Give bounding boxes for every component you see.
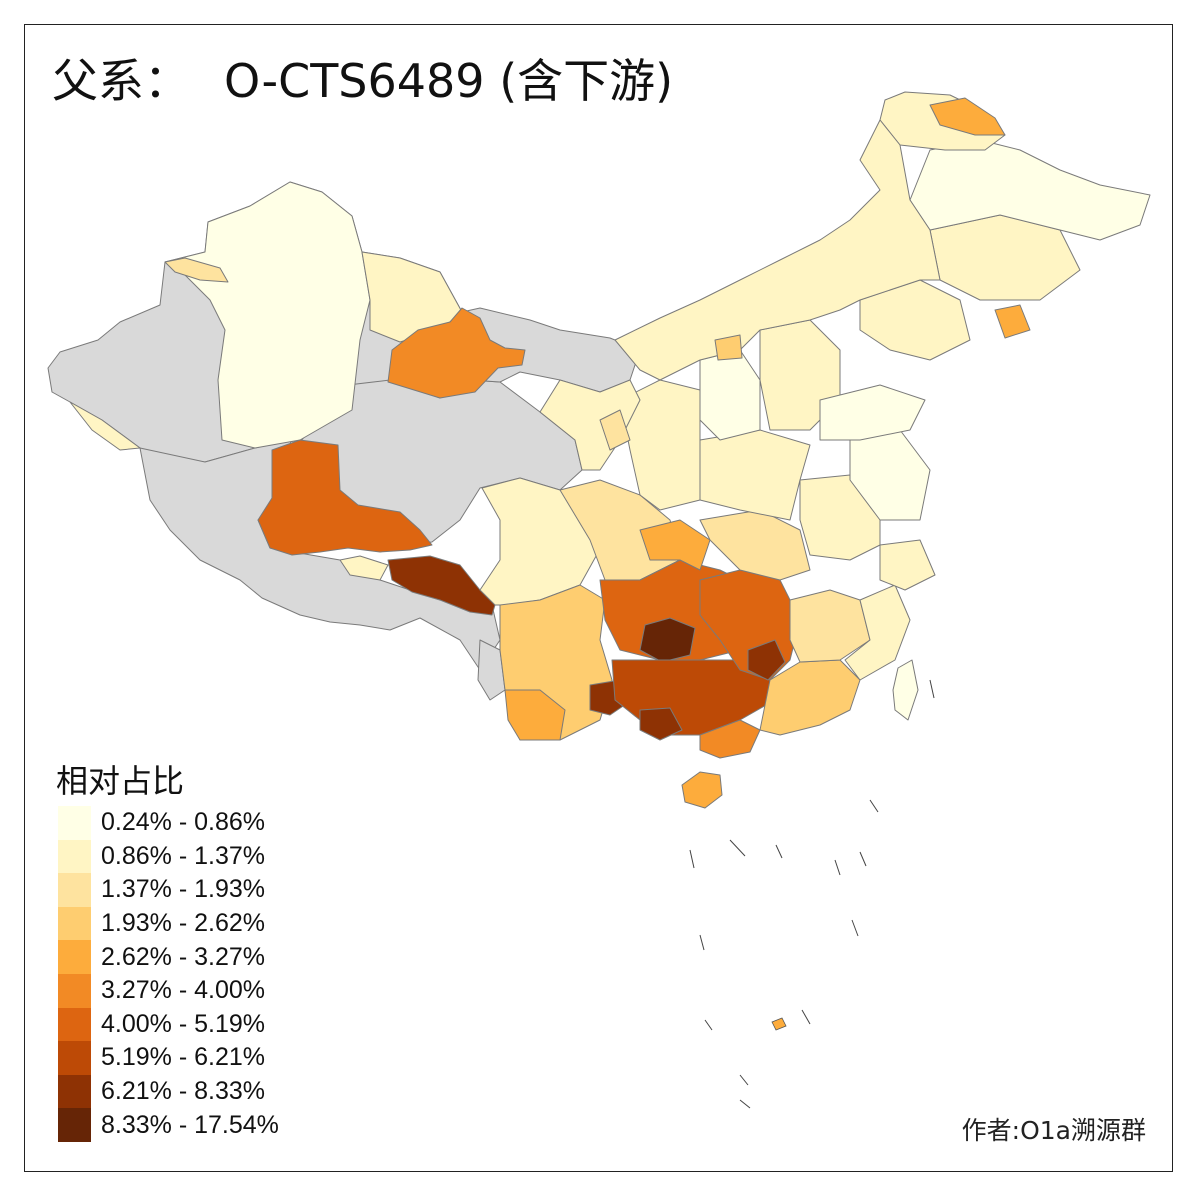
region-xinjiang-east xyxy=(387,307,526,399)
region-shandong xyxy=(819,384,926,441)
legend-row: 8.33% - 17.54% xyxy=(58,1108,279,1142)
region-ningxia xyxy=(599,409,631,451)
region-liaoning xyxy=(859,279,971,361)
region-hunan-south xyxy=(747,639,786,681)
title-prefix: 父系： xyxy=(52,54,190,108)
legend-label: 1.37% - 1.93% xyxy=(101,875,265,904)
title-haplogroup: O-CTS6489 (含下游) xyxy=(224,54,674,108)
region-tibet-east xyxy=(339,555,389,581)
legend-label: 4.00% - 5.19% xyxy=(101,1009,265,1038)
legend-title: 相对占比 xyxy=(56,762,185,800)
legend-label: 2.62% - 3.27% xyxy=(101,942,265,971)
legend-swatch xyxy=(58,906,91,941)
region-xinjiang-sw xyxy=(69,401,141,451)
author-credit: 作者:O1a溯源群 xyxy=(961,1116,1146,1145)
region-henan xyxy=(699,429,811,521)
region-tibet-south xyxy=(387,555,496,616)
legend: 0.24% - 0.86% 0.86% - 1.37% 1.37% - 1.93% 1… xyxy=(58,806,279,1142)
legend-row: 1.93% - 2.62% xyxy=(58,906,279,941)
region-jiangxi xyxy=(789,589,871,663)
region-shaanxi xyxy=(619,379,701,511)
south-china-sea-islands xyxy=(689,679,935,1109)
region-yunnan-south xyxy=(504,689,566,741)
legend-label: 3.27% - 4.00% xyxy=(101,976,265,1005)
region-inner-mongolia-patch xyxy=(714,334,743,361)
legend-row: 2.62% - 3.27% xyxy=(58,940,279,974)
legend-label: 1.93% - 2.62% xyxy=(101,909,265,938)
legend-swatch xyxy=(58,1041,91,1075)
legend-swatch xyxy=(58,1074,91,1109)
legend-row: 6.21% - 8.33% xyxy=(58,1074,279,1109)
region-shanxi xyxy=(699,349,761,441)
region-hainan xyxy=(681,771,723,809)
legend-swatch xyxy=(58,806,91,840)
region-heilongjiang-top xyxy=(929,97,1006,136)
legend-row: 5.19% - 6.21% xyxy=(58,1041,279,1075)
island-patch-orange xyxy=(771,1017,787,1031)
legend-row: 0.86% - 1.37% xyxy=(58,839,279,874)
region-chongqing xyxy=(639,519,711,571)
legend-row: 0.24% - 0.86% xyxy=(58,806,279,840)
region-tibet-ngari xyxy=(257,439,433,556)
legend-label: 0.86% - 1.37% xyxy=(101,841,265,870)
legend-row: 3.27% - 4.00% xyxy=(58,973,279,1008)
legend-row: 4.00% - 5.19% xyxy=(58,1007,279,1042)
legend-label: 6.21% - 8.33% xyxy=(101,1077,265,1106)
region-jilin-patch xyxy=(994,304,1031,339)
legend-swatch xyxy=(58,940,91,974)
region-guangdong-west xyxy=(699,719,761,759)
region-fujian xyxy=(844,584,911,681)
legend-swatch xyxy=(58,1007,91,1042)
region-guizhou-core xyxy=(639,617,696,663)
legend-swatch xyxy=(58,839,91,874)
legend-label: 5.19% - 6.21% xyxy=(101,1043,265,1072)
legend-label: 8.33% - 17.54% xyxy=(101,1110,279,1139)
legend-swatch xyxy=(58,873,91,907)
region-taiwan xyxy=(892,659,919,721)
legend-row: 1.37% - 1.93% xyxy=(58,873,279,907)
region-xinjiang-ili xyxy=(164,257,229,283)
region-zhejiang xyxy=(879,539,936,591)
legend-label: 0.24% - 0.86% xyxy=(101,808,265,837)
map-title: 父系： O-CTS6489 (含下游) xyxy=(52,58,673,104)
region-guangxi-south xyxy=(639,707,683,741)
legend-swatch xyxy=(58,973,91,1008)
legend-swatch xyxy=(58,1108,91,1142)
region-xinjiang-north xyxy=(164,181,371,449)
region-yunnan-west-gray xyxy=(477,639,506,701)
